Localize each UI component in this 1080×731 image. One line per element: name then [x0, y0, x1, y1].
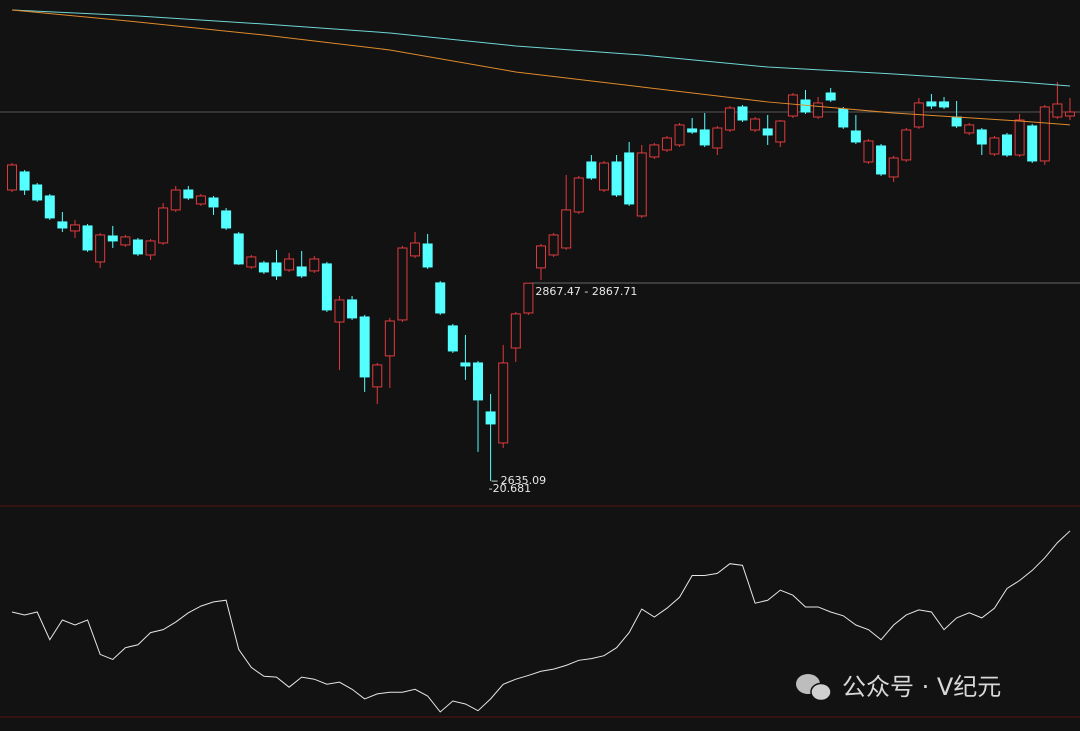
- candle-body: [548, 234, 559, 256]
- indicator-line: [11, 530, 1071, 713]
- candle-body: [32, 184, 43, 201]
- candle-body: [359, 316, 370, 378]
- candle-body: [951, 116, 962, 127]
- candle-body: [762, 128, 773, 136]
- candle-body: [1064, 111, 1075, 117]
- candle-body: [586, 161, 597, 179]
- candle-body: [561, 209, 572, 249]
- candle-body: [724, 107, 735, 131]
- candle-body: [221, 210, 232, 229]
- candle-body: [82, 225, 93, 251]
- high-label: 2867.47 - 2867.71: [535, 285, 637, 298]
- candle-body: [813, 102, 824, 118]
- candle-body: [1027, 125, 1038, 162]
- candle-body: [334, 299, 345, 323]
- candle-body: [750, 118, 761, 131]
- moving-average: [11, 9, 1071, 126]
- watermark-text: 公众号 · V纪元: [842, 673, 1001, 701]
- candle-body: [208, 197, 219, 208]
- candle-body: [989, 137, 1000, 155]
- candle-body: [7, 164, 17, 191]
- candle-body: [926, 101, 937, 107]
- candle-body: [233, 233, 244, 265]
- candle-body: [19, 171, 30, 191]
- candle-body: [95, 234, 106, 263]
- candle-body: [1039, 106, 1050, 162]
- candle-body: [838, 108, 849, 128]
- candle-body: [321, 263, 332, 311]
- candle-body: [397, 247, 408, 321]
- candle-body: [825, 92, 836, 101]
- candle-body: [687, 128, 698, 133]
- candle-body: [69, 224, 80, 232]
- candle-body: [876, 145, 887, 175]
- moving-average: [11, 9, 1071, 87]
- candle-body: [309, 258, 320, 272]
- candle-body: [347, 299, 358, 319]
- candle-body: [1014, 119, 1025, 156]
- candle-body: [158, 207, 169, 244]
- candle-body: [271, 262, 282, 277]
- candle-body: [636, 152, 647, 217]
- candle-body: [598, 162, 609, 191]
- candle-body: [473, 362, 484, 401]
- watermark: 公众号 · V纪元: [796, 673, 1001, 702]
- watermark-icon: [810, 682, 832, 702]
- candle-body: [573, 177, 584, 213]
- low-label: 2635.09: [501, 474, 547, 487]
- candle-body: [422, 243, 433, 268]
- candle-body: [699, 129, 710, 146]
- candle-body: [850, 130, 861, 143]
- candle-body: [170, 189, 181, 211]
- candle-body: [510, 313, 521, 349]
- candle-body: [246, 256, 257, 268]
- candle-body: [284, 258, 295, 271]
- candle-body: [712, 127, 723, 149]
- candle-body: [624, 152, 635, 205]
- candle-body: [384, 320, 395, 357]
- candle-body: [523, 282, 534, 314]
- candle-body: [939, 101, 950, 108]
- candle-body: [1052, 103, 1063, 118]
- candle-body: [485, 411, 496, 425]
- candle-body: [258, 262, 269, 273]
- candle-body: [964, 124, 975, 134]
- candle-body: [888, 157, 899, 178]
- candle-body: [674, 124, 685, 146]
- candle-body: [183, 189, 194, 199]
- candle-body: [145, 240, 156, 256]
- candle-body: [649, 144, 660, 158]
- candle-body: [737, 106, 748, 121]
- candle-body: [107, 235, 118, 242]
- candle-body: [195, 195, 206, 205]
- candle-body: [863, 140, 874, 163]
- candle-body: [901, 129, 912, 161]
- candle-body: [435, 282, 446, 314]
- candle-body: [976, 129, 987, 145]
- candle-body: [611, 161, 622, 196]
- candle-body: [120, 236, 131, 246]
- candle-body: [296, 266, 307, 277]
- candle-body: [132, 239, 143, 255]
- candle-body: [775, 120, 786, 143]
- indicator-label: -20.681: [489, 482, 531, 495]
- candle-body: [57, 221, 68, 229]
- candle-body: [447, 325, 458, 352]
- candle-body: [1002, 134, 1013, 156]
- candle-body: [787, 94, 798, 117]
- candle-body: [410, 242, 421, 257]
- candle-body: [661, 137, 672, 151]
- candle-body: [535, 245, 546, 269]
- candle-body: [460, 362, 471, 367]
- candle-body: [44, 195, 55, 219]
- candle-body: [498, 362, 509, 444]
- candle-body: [372, 364, 383, 388]
